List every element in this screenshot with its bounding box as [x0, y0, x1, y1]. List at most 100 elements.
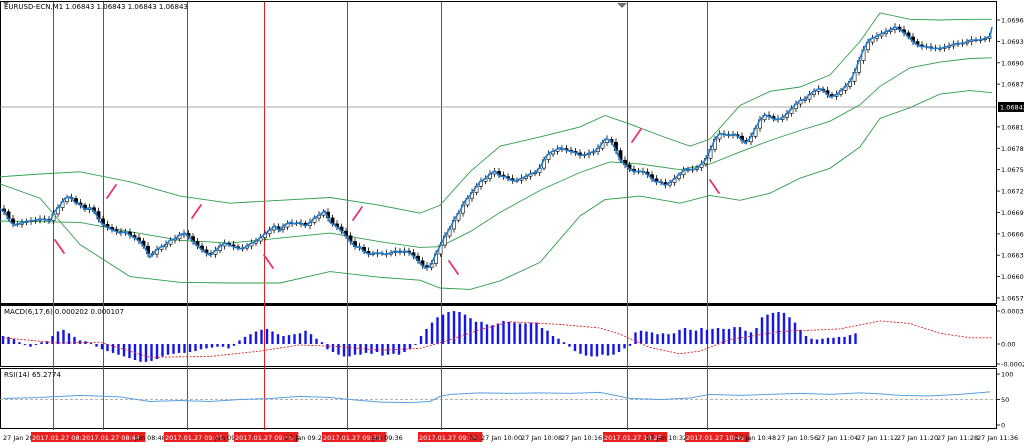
macd-histogram-bar — [843, 336, 846, 344]
macd-histogram-bar — [557, 338, 560, 344]
time-axis-label: 2017.01.27 10:25 — [604, 434, 662, 442]
macd-histogram-bar — [463, 314, 467, 344]
macd-histogram-bar — [595, 344, 599, 357]
macd-histogram-bar — [667, 334, 670, 344]
macd-histogram-bar — [227, 344, 230, 349]
macd-histogram-bar — [738, 327, 742, 344]
time-axis-label: 27 Jan 11:28 — [937, 434, 978, 442]
macd-histogram-bar — [590, 344, 593, 357]
macd-histogram-bar — [408, 344, 412, 350]
macd-histogram-bar — [23, 344, 27, 345]
macd-histogram-bar — [56, 331, 60, 344]
macd-histogram-bar — [293, 334, 296, 344]
macd-histogram-bar — [804, 336, 808, 344]
macd-histogram-bar — [62, 329, 65, 344]
macd-tick-label: 0.000371 — [1001, 308, 1024, 316]
macd-tick-label: 0.00 — [1001, 340, 1015, 348]
time-axis-label: 27 Jan 10:00 — [481, 434, 522, 442]
macd-histogram-bar — [172, 344, 175, 354]
macd-histogram-bar — [144, 344, 148, 362]
macd-histogram-bar — [821, 338, 824, 344]
rsi-tick-label: 0 — [1001, 422, 1005, 430]
macd-histogram-bar — [51, 336, 54, 344]
macd-histogram-bar — [771, 312, 775, 344]
macd-histogram-bar — [551, 336, 555, 344]
macd-histogram-bar — [419, 336, 423, 344]
macd-histogram-bar — [166, 344, 170, 355]
chart-scroll-marker-icon — [617, 3, 627, 8]
macd-histogram-bar — [755, 328, 758, 344]
price-tick-label: 1.06905 — [1001, 59, 1024, 67]
macd-histogram-bar — [700, 328, 703, 344]
signal-arrow — [448, 260, 459, 275]
price-panel-title: EURUSD-ECN,M1 1.06843 1.06843 1.06843 1.… — [4, 3, 188, 11]
macd-histogram-bar — [205, 344, 208, 349]
macd-histogram-bar — [348, 344, 351, 357]
macd-histogram-bar — [254, 331, 258, 344]
price-tick-label: 1.06575 — [1001, 295, 1024, 303]
macd-histogram-bar — [320, 342, 324, 344]
macd-histogram-bar — [414, 344, 417, 345]
macd-signal-line — [2, 320, 992, 358]
time-highlight-tag — [603, 432, 668, 442]
macd-histogram-bar — [265, 328, 269, 344]
macd-histogram-bar — [342, 344, 346, 357]
macd-histogram-bar — [502, 320, 505, 344]
time-axis-label: 2017.01.27 10:45 — [686, 434, 744, 442]
macd-histogram-bar — [260, 329, 263, 344]
time-axis-label: 27 Jan 10:16 — [561, 434, 602, 442]
macd-histogram-bar — [100, 344, 104, 350]
macd-histogram-bar — [309, 334, 313, 344]
macd-histogram-bar — [161, 344, 164, 357]
rsi-tick-label: 50 — [1001, 396, 1009, 404]
macd-histogram-bar — [513, 322, 516, 344]
lower-band-line — [0, 90, 993, 290]
macd-histogram-bar — [491, 325, 494, 344]
price-tick-label: 1.06695 — [1001, 209, 1024, 217]
chart-shift-marker-icon — [3, 2, 9, 6]
time-axis-label: 2017.01.27 09:51 — [419, 434, 477, 442]
macd-histogram-bar — [661, 333, 665, 344]
time-axis-label: Jan 09:36 — [371, 434, 403, 442]
time-axis-label: 52 — [469, 434, 477, 442]
macd-histogram-bar — [199, 344, 203, 350]
time-highlight-tag — [81, 432, 146, 442]
rsi-line — [2, 391, 991, 404]
current-price-tag-label: 1.06843 — [1000, 103, 1024, 111]
macd-histogram-bar — [810, 338, 813, 344]
macd-histogram-bar — [485, 324, 489, 344]
time-axis-label: 27 Jan 20 — [3, 434, 34, 442]
macd-histogram-bar — [650, 332, 654, 344]
macd-histogram-bar — [678, 329, 681, 344]
macd-histogram-bar — [111, 344, 115, 353]
time-axis-label: 2017.01.27 09:01 — [165, 434, 223, 442]
macd-histogram-bar — [837, 336, 841, 344]
macd-histogram-bar — [645, 331, 648, 344]
macd-histogram-bar — [518, 323, 522, 344]
macd-histogram-bar — [634, 332, 637, 344]
macd-histogram-bar — [177, 344, 181, 353]
time-axis-label: 27 Jan 11:04 — [817, 434, 858, 442]
macd-histogram-bar — [766, 314, 769, 344]
macd-histogram-bar — [683, 328, 687, 344]
macd-histogram-bar — [546, 330, 549, 344]
macd-histogram-bar — [353, 344, 357, 355]
macd-histogram-bar — [238, 340, 241, 344]
time-axis-label: 27 Jan 11:20 — [897, 434, 938, 442]
macd-histogram-bar — [150, 344, 153, 361]
macd-histogram-bar — [364, 344, 368, 353]
macd-histogram-bar — [45, 341, 49, 344]
macd-histogram-bar — [337, 344, 340, 355]
macd-histogram-bar — [760, 317, 764, 344]
macd-histogram-bar — [106, 344, 109, 352]
macd-histogram-bar — [29, 344, 32, 347]
macd-histogram-bar — [639, 330, 643, 344]
macd-histogram-bar — [84, 341, 87, 344]
time-axis-label: 2017.01.27 09:33 — [323, 434, 381, 442]
macd-histogram-bar — [606, 344, 610, 356]
macd-histogram-bar — [722, 328, 725, 344]
macd-histogram-bar — [711, 328, 714, 344]
signal-arrow — [191, 204, 202, 219]
